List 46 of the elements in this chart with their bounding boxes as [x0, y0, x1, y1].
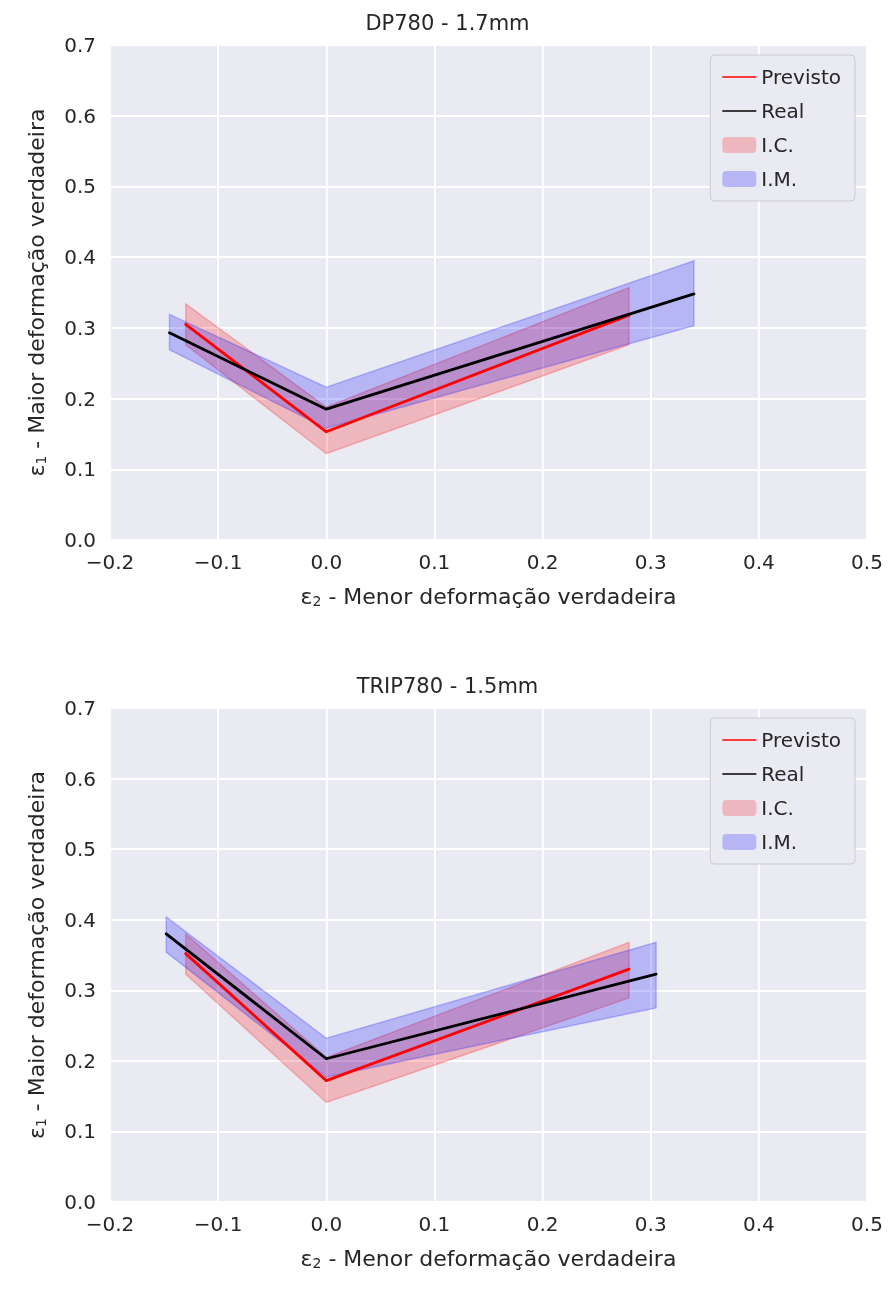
legend-label: I.M. [761, 830, 798, 854]
y-tick-label: 0.7 [64, 696, 96, 720]
y-tick-label: 0.7 [64, 33, 96, 57]
x-tick-label: 0.2 [526, 550, 559, 574]
y-tick-label: 0.3 [64, 315, 96, 340]
x-tick-label: 0.1 [418, 550, 451, 574]
chart-title: TRIP780 - 1.5mm [355, 673, 539, 698]
legend-label: I.C. [761, 796, 794, 820]
x-axis-title: ε2 - Menor deformação verdadeira [300, 583, 677, 609]
x-tick-label: −0.1 [193, 550, 243, 574]
legend-label: Real [761, 99, 805, 123]
y-tick-label: 0.2 [64, 386, 96, 411]
y-tick-label: 0.6 [64, 103, 96, 128]
y-tick-label: 0.5 [64, 174, 96, 199]
x-tick-label: 0.3 [634, 1212, 667, 1236]
y-tick-label: 0.3 [64, 978, 96, 1003]
x-tick-label: 0.3 [634, 550, 667, 574]
y-tick-label: 0.1 [64, 1119, 96, 1144]
x-tick-label: 0.4 [742, 1212, 775, 1236]
y-tick-label: 0.5 [64, 837, 96, 862]
y-tick-label: 0.1 [64, 457, 96, 482]
legend-label: I.M. [761, 167, 798, 191]
legend-label: Previsto [761, 65, 841, 89]
x-axis-title: ε2 - Menor deformação verdadeira [300, 1245, 677, 1271]
y-tick-label: 0.6 [64, 766, 96, 791]
legend-label: Real [761, 762, 805, 786]
x-tick-label: 0.5 [851, 1212, 883, 1236]
x-tick-label: 0.1 [418, 1212, 451, 1236]
x-tick-label: −0.1 [193, 1212, 243, 1236]
y-axis-title: ε1 - Maior deformação verdadeira [23, 771, 49, 1139]
x-tick-label: 0.0 [310, 550, 343, 574]
x-tick-label: 0.5 [851, 550, 883, 574]
y-tick-label: 0.4 [64, 907, 96, 932]
y-tick-label: 0.2 [64, 1048, 96, 1073]
y-axis-title: ε1 - Maior deformação verdadeira [23, 108, 49, 477]
chart-title: DP780 - 1.7mm [365, 10, 530, 35]
legend-label: I.C. [761, 133, 794, 157]
legend-label: Previsto [761, 728, 841, 752]
x-tick-label: −0.2 [85, 1212, 135, 1236]
y-tick-label: 0.0 [64, 528, 96, 552]
y-tick-label: 0.4 [64, 245, 96, 270]
x-tick-label: 0.0 [310, 1212, 343, 1236]
x-tick-label: 0.4 [742, 550, 775, 574]
x-tick-label: −0.2 [85, 550, 135, 574]
y-tick-label: 0.0 [64, 1190, 96, 1214]
x-tick-label: 0.2 [526, 1212, 559, 1236]
